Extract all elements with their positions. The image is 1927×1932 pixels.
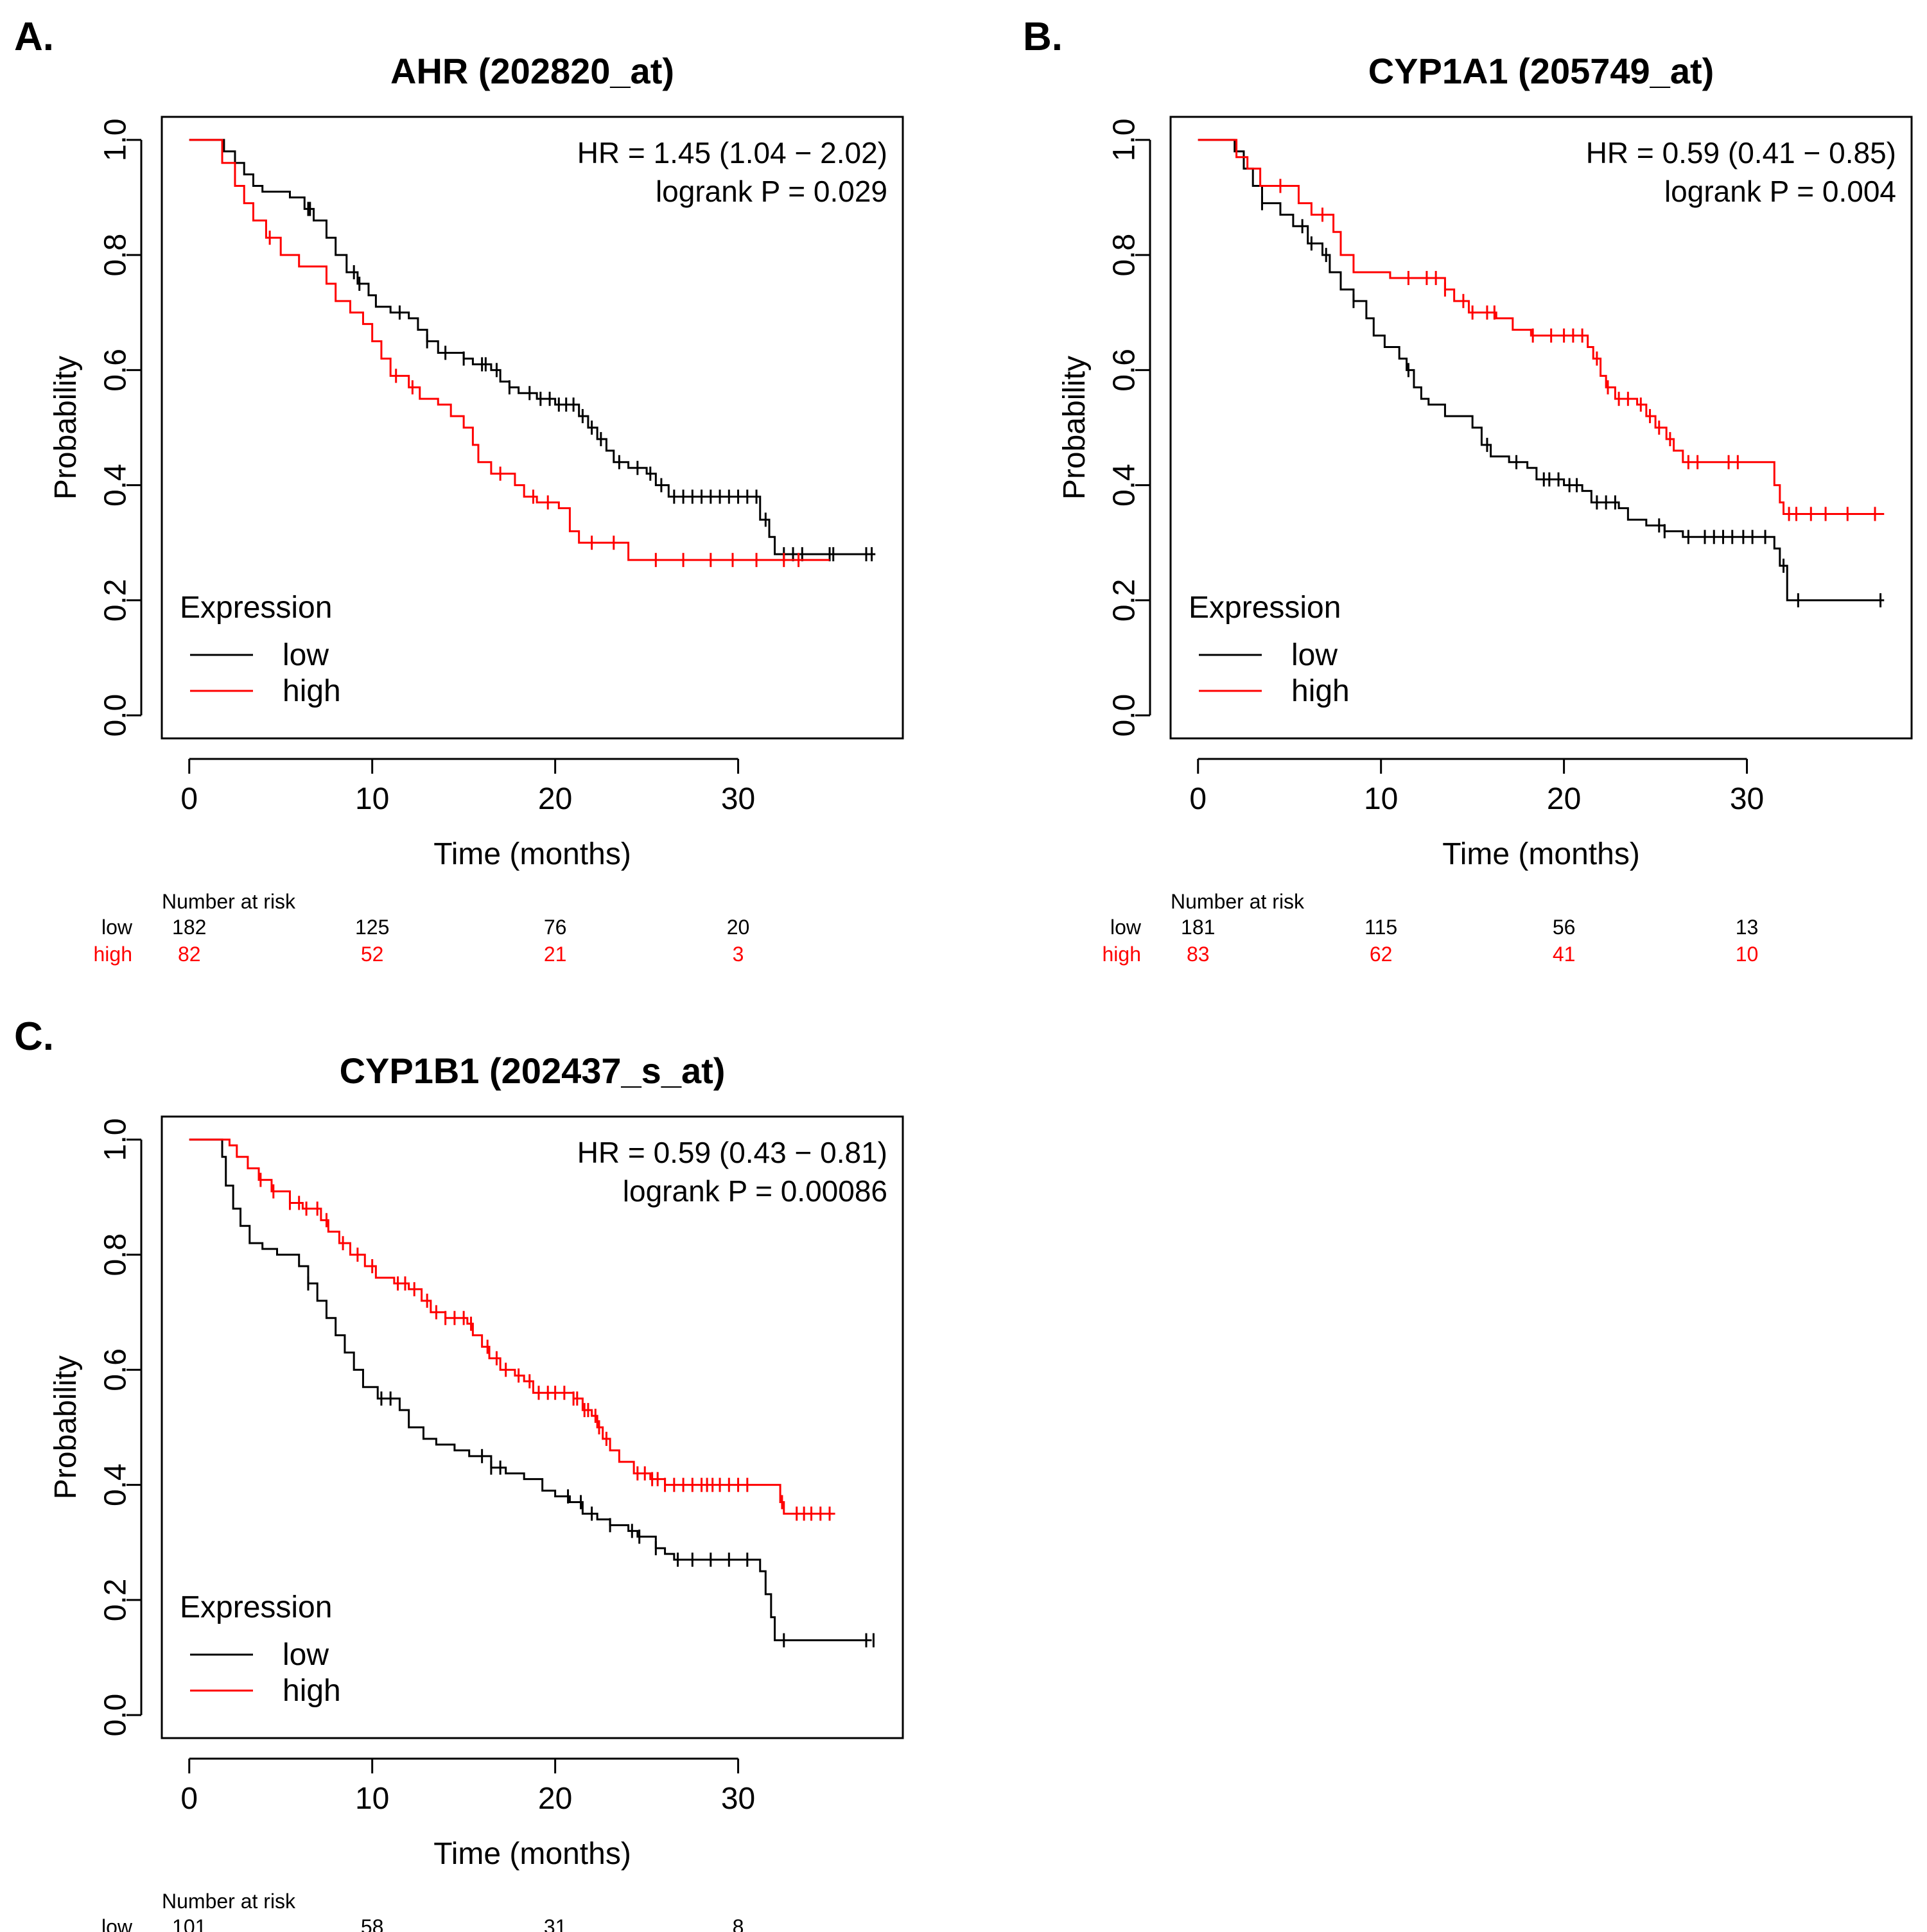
risk-count-low: 8 xyxy=(733,1915,744,1932)
risk-count-high: 41 xyxy=(1553,943,1576,966)
risk-row-label-high: high xyxy=(1103,943,1142,966)
x-tick-label: 10 xyxy=(1364,782,1398,816)
plot-frame xyxy=(161,1115,904,1739)
x-axis-title: Time (months) xyxy=(1442,837,1640,871)
y-axis-title: Probability xyxy=(1058,356,1092,500)
y-tick-label: 0.8 xyxy=(99,234,133,277)
x-tick-label: 0 xyxy=(180,1782,198,1816)
y-tick-label: 0.4 xyxy=(99,464,133,507)
x-tick-label: 30 xyxy=(1730,782,1764,816)
risk-count-low: 76 xyxy=(544,916,567,939)
risk-count-high: 82 xyxy=(178,943,201,966)
risk-count-high: 52 xyxy=(361,943,384,966)
risk-row-label-low: low xyxy=(1110,916,1142,939)
x-tick-label: 0 xyxy=(1189,782,1207,816)
km-panel-2: B. CYP1A1 (205749_at) 0 10 20 30 Time (months)… xyxy=(1023,15,1913,966)
risk-count-low: 20 xyxy=(727,916,750,939)
panel-letter: C. xyxy=(14,1014,54,1059)
chart-title: CYP1B1 (202437_s_at) xyxy=(340,1050,726,1091)
y-tick-label: 0.0 xyxy=(99,694,133,737)
logrank-p-label: logrank P = 0.004 xyxy=(1664,175,1896,208)
km-curve-low xyxy=(189,1138,872,1642)
risk-count-low: 101 xyxy=(172,1915,206,1932)
risk-table-header: Number at risk xyxy=(1171,890,1305,913)
risk-count-high: 83 xyxy=(1187,943,1210,966)
risk-count-low: 31 xyxy=(544,1915,567,1932)
y-tick-label: 0.6 xyxy=(1108,349,1142,392)
risk-table-header: Number at risk xyxy=(162,890,296,913)
y-axis-title: Probability xyxy=(49,356,83,500)
y-tick-label: 1.0 xyxy=(1108,118,1142,161)
risk-table-header: Number at risk xyxy=(162,1890,296,1913)
plot-frame xyxy=(161,116,904,740)
logrank-p-label: logrank P = 0.00086 xyxy=(623,1174,887,1208)
risk-count-high: 3 xyxy=(733,943,744,966)
x-axis-title: Time (months) xyxy=(433,837,631,871)
plot-frame xyxy=(1169,116,1913,740)
legend-label-low: low xyxy=(283,1638,329,1672)
risk-count-high: 62 xyxy=(1370,943,1393,966)
km-panel-1: A. AHR (202820_at) 0 10 20 30 Time (months) 0.0… xyxy=(14,15,904,966)
km-curve-high xyxy=(1198,139,1885,515)
y-tick-label: 0.2 xyxy=(99,579,133,622)
km-panel-3: C. CYP1B1 (202437_s_at) 0 10 20 30 Time (month… xyxy=(14,1014,904,1932)
risk-row-label-high: high xyxy=(94,943,133,966)
x-tick-label: 20 xyxy=(538,1782,572,1816)
chart-title: AHR (202820_at) xyxy=(390,51,674,91)
y-tick-label: 0.2 xyxy=(1108,579,1142,622)
y-tick-label: 0.8 xyxy=(99,1233,133,1276)
hazard-ratio-label: HR = 0.59 (0.41 − 0.85) xyxy=(1586,136,1896,170)
hazard-ratio-label: HR = 0.59 (0.43 − 0.81) xyxy=(577,1136,887,1169)
risk-count-low: 56 xyxy=(1553,916,1576,939)
x-axis-title: Time (months) xyxy=(433,1837,631,1871)
risk-row-label-low: low xyxy=(101,1915,133,1932)
risk-count-low: 181 xyxy=(1181,916,1215,939)
x-tick-label: 20 xyxy=(1547,782,1581,816)
panel-letter: B. xyxy=(1023,15,1063,59)
risk-count-low: 182 xyxy=(172,916,206,939)
y-tick-label: 1.0 xyxy=(99,1118,133,1161)
y-tick-label: 0.0 xyxy=(1108,694,1142,737)
x-tick-label: 20 xyxy=(538,782,572,816)
legend-label-high: high xyxy=(283,674,341,708)
y-tick-label: 0.2 xyxy=(99,1579,133,1622)
km-curve-low xyxy=(1198,139,1885,602)
x-tick-label: 30 xyxy=(721,1782,755,1816)
y-tick-label: 0.0 xyxy=(99,1694,133,1737)
risk-count-high: 10 xyxy=(1736,943,1759,966)
y-tick-label: 0.4 xyxy=(99,1463,133,1506)
panel-letter: A. xyxy=(14,15,54,59)
km-curve-high xyxy=(189,139,830,561)
legend-title: Expression xyxy=(180,1590,332,1624)
legend-label-high: high xyxy=(283,1674,341,1708)
legend-title: Expression xyxy=(1189,591,1341,625)
legend-label-low: low xyxy=(283,638,329,672)
legend-label-low: low xyxy=(1291,638,1338,672)
risk-count-low: 13 xyxy=(1736,916,1759,939)
y-tick-label: 0.6 xyxy=(99,1348,133,1391)
y-axis-title: Probability xyxy=(49,1355,83,1499)
legend-label-high: high xyxy=(1291,674,1350,708)
y-tick-label: 0.8 xyxy=(1108,234,1142,277)
x-tick-label: 10 xyxy=(355,1782,389,1816)
risk-count-low: 58 xyxy=(361,1915,384,1932)
risk-count-low: 125 xyxy=(355,916,389,939)
x-tick-label: 0 xyxy=(180,782,198,816)
y-tick-label: 1.0 xyxy=(99,118,133,161)
hazard-ratio-label: HR = 1.45 (1.04 − 2.02) xyxy=(577,136,887,170)
x-tick-label: 30 xyxy=(721,782,755,816)
risk-row-label-low: low xyxy=(101,916,133,939)
legend-title: Expression xyxy=(180,591,332,625)
logrank-p-label: logrank P = 0.029 xyxy=(656,175,887,208)
risk-count-high: 21 xyxy=(544,943,567,966)
risk-count-low: 115 xyxy=(1365,916,1397,939)
x-tick-label: 10 xyxy=(355,782,389,816)
y-tick-label: 0.6 xyxy=(99,349,133,392)
chart-title: CYP1A1 (205749_at) xyxy=(1368,51,1714,91)
y-tick-label: 0.4 xyxy=(1108,464,1142,507)
